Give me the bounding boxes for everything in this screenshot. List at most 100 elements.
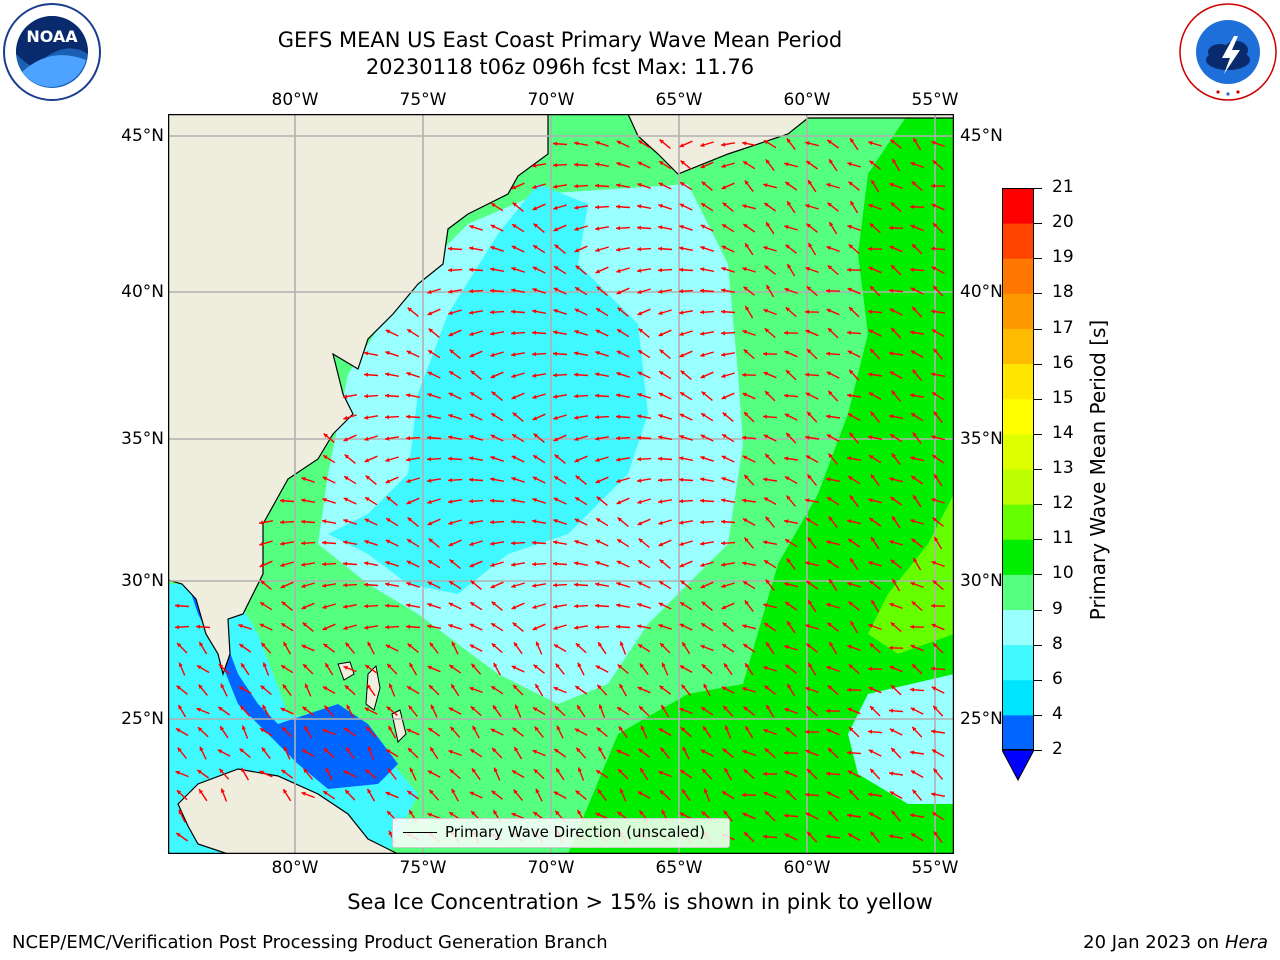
wave-arrow-head — [406, 457, 411, 462]
wave-arrow-head — [470, 749, 475, 754]
wave-arrow-head — [469, 623, 475, 628]
wave-arrow-head — [301, 519, 306, 524]
wave-arrow-head — [596, 518, 601, 523]
wave-arrow-head — [385, 791, 390, 796]
wave-arrow-head — [574, 205, 579, 210]
wave-arrow-head — [514, 704, 519, 709]
wave-arrow-head — [448, 478, 453, 483]
wave-arrow-head — [448, 332, 454, 337]
wave-arrow-head — [931, 246, 936, 251]
wave-arrow-head — [891, 390, 896, 395]
wave-arrow-head — [847, 750, 852, 755]
lat-tick-right-35n: 35°N — [960, 429, 1003, 449]
wave-arrow-head — [722, 791, 727, 796]
wave-arrow-head — [870, 706, 875, 711]
wave-arrow-head — [428, 328, 433, 333]
wave-arrow-head — [910, 224, 915, 229]
lat-tick-right-30n: 30°N — [960, 571, 1003, 591]
wave-arrow-head — [493, 662, 498, 668]
wave-arrow-head — [553, 540, 558, 545]
wave-arrow-head — [721, 583, 726, 588]
wave-arrow-head — [745, 306, 750, 311]
wave-arrow-head — [829, 579, 834, 584]
wave-arrow-head — [784, 413, 790, 418]
wave-arrow-head — [829, 159, 834, 164]
wave-arrow-head — [575, 265, 580, 270]
wave-arrow-head — [449, 581, 454, 586]
lat-tick-left-35n: 35°N — [121, 429, 164, 449]
wave-arrow-head — [848, 601, 853, 606]
wave-arrow-head — [385, 351, 390, 356]
wave-arrow-head — [491, 686, 496, 691]
wave-arrow-head — [511, 288, 516, 293]
wave-arrow-head — [280, 562, 285, 567]
wave-arrow-head — [596, 286, 601, 291]
wave-arrow-head — [721, 541, 726, 546]
wave-arrow-head — [617, 664, 622, 669]
wave-arrow-head — [682, 789, 686, 794]
wave-arrow-head — [679, 331, 684, 336]
wave-arrow-head — [406, 393, 411, 398]
wave-arrow-head — [742, 204, 747, 209]
wave-arrow-head — [427, 499, 432, 504]
wave-arrow-head — [826, 414, 831, 419]
wave-arrow-head — [427, 770, 433, 775]
wave-arrow-head — [387, 663, 392, 669]
wave-arrow-head — [619, 641, 624, 646]
land-bahamas-2 — [391, 709, 407, 744]
wave-arrow-head — [553, 625, 558, 630]
wave-arrow-head — [281, 623, 286, 628]
wave-arrow-head — [449, 559, 454, 564]
wave-arrow-head — [700, 498, 705, 503]
wave-arrow-head — [533, 245, 538, 250]
wave-arrow-head — [829, 642, 834, 647]
wave-arrow-head — [511, 185, 517, 190]
wave-arrow-head — [450, 726, 455, 732]
wave-arrow-head — [679, 477, 684, 482]
wave-arrow-head — [784, 707, 789, 712]
wave-arrow-head — [577, 767, 582, 772]
wave-arrow-head — [931, 435, 936, 440]
wave-arrow-head — [785, 664, 790, 669]
wave-arrow-head — [407, 329, 412, 334]
wave-arrow-head — [638, 560, 643, 565]
wave-arrow-head — [220, 683, 225, 689]
wave-arrow-head — [322, 728, 327, 733]
wave-arrow-head — [595, 625, 600, 630]
colorbar-segment — [1002, 469, 1034, 505]
wave-arrow-head — [640, 725, 645, 731]
wave-arrow-head — [470, 602, 475, 607]
wave-arrow-head — [868, 266, 873, 271]
wave-arrow-head — [805, 372, 810, 377]
wave-arrow-head — [259, 770, 265, 775]
wave-arrow-head — [406, 603, 411, 608]
wave-arrow-head — [511, 812, 516, 817]
wave-arrow-head — [469, 686, 474, 691]
wave-arrow-head — [638, 140, 643, 145]
wave-arrow-head — [617, 307, 622, 312]
colorbar-tick-label: 2 — [1052, 739, 1063, 759]
wave-arrow-head — [871, 180, 876, 185]
wave-arrow-head — [640, 768, 645, 773]
wave-arrow-head — [322, 626, 328, 631]
wave-arrow-head — [912, 369, 917, 374]
wave-arrow-head — [826, 771, 831, 776]
wave-arrow-head — [470, 580, 475, 585]
wave-arrow-head — [175, 603, 180, 608]
wave-arrow-head — [448, 392, 454, 397]
wave-arrow-head — [765, 516, 770, 521]
wave-arrow-head — [931, 266, 937, 271]
lon-tick-bottom-65w: 65°W — [655, 858, 703, 878]
wave-arrow-head — [490, 584, 496, 589]
wave-arrow-head — [889, 791, 895, 796]
wave-arrow-head — [890, 497, 895, 501]
wave-arrow-head — [744, 412, 749, 417]
wave-arrow-head — [763, 603, 768, 608]
wave-arrow-head — [807, 349, 812, 354]
wave-arrow-head — [784, 330, 788, 335]
wave-arrow-head — [805, 729, 809, 734]
wave-arrow-head — [722, 202, 727, 207]
wave-arrow-head — [469, 267, 474, 272]
wave-arrow-head — [533, 769, 539, 774]
colorbar-segment — [1002, 188, 1034, 224]
